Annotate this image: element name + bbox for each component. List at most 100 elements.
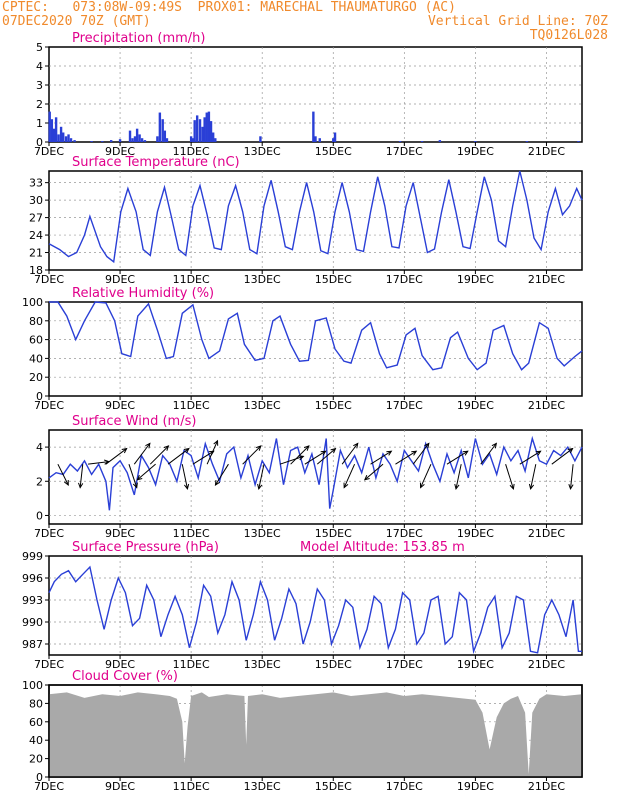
wind-wind-arrowhead — [320, 450, 327, 456]
precip-bar — [109, 140, 113, 142]
wind-wind-arrowhead — [535, 450, 542, 456]
precip-bar — [67, 134, 70, 142]
wind-wind-vector — [519, 450, 541, 465]
precip-bar — [314, 136, 317, 142]
wind-wind-vector — [88, 461, 109, 465]
pressure-ytick-label: 993 — [22, 594, 43, 607]
precip-bar — [131, 138, 134, 142]
precip-bar — [128, 130, 132, 142]
precip-bar — [191, 138, 195, 142]
wind-wind-vector — [167, 448, 190, 465]
temperature-xtick-label: 15DEC — [315, 273, 352, 286]
wind-wind-vector — [105, 448, 127, 465]
precip-bar — [64, 136, 68, 142]
wind-frame — [48, 429, 583, 525]
temperature-xtick-label: 9DEC — [105, 273, 135, 286]
wind-wind-vector — [570, 464, 574, 489]
wind-wind-vector — [364, 463, 384, 481]
wind-wind-vector — [215, 463, 229, 486]
cloud-frame-top — [48, 684, 583, 778]
precip-bar — [90, 141, 93, 142]
temperature-title: Surface Temperature (nC) — [72, 155, 240, 170]
wind-wind-arrowhead — [568, 484, 574, 491]
humidity-ytick-label: 40 — [29, 352, 43, 365]
cloud-ytick-label: 100 — [22, 679, 43, 692]
precip-bar — [398, 141, 402, 142]
wind-wind-arrowhead — [509, 483, 515, 490]
wind-wind-vector — [446, 450, 469, 465]
temperature-xtick-label: 17DEC — [386, 273, 423, 286]
wind-wind-arrowhead — [183, 483, 190, 491]
precip-bar — [133, 136, 137, 142]
precip-bar — [138, 134, 141, 142]
temperature-xtick-label: 19DEC — [457, 273, 494, 286]
wind-wind-arrowhead — [121, 447, 128, 454]
cloud-ytick-label: 40 — [29, 734, 43, 747]
humidity-xtick-label: 13DEC — [244, 399, 281, 412]
pressure-xtick-label: 13DEC — [244, 658, 281, 671]
precip-bar — [203, 117, 206, 142]
pressure-frame — [48, 555, 583, 656]
wind-wind-vector — [137, 463, 156, 481]
precip-bar — [62, 132, 65, 142]
wind-wind-vector — [341, 443, 359, 465]
precip-ytick-label: 2 — [36, 98, 43, 111]
humidity-xtick-label: 11DEC — [173, 399, 210, 412]
temperature-frame — [48, 170, 583, 271]
wind-wind-arrowhead — [462, 450, 469, 456]
cloud-panel: 0 20 40 60 80 100 7DEC 9DEC 11DEC 13DEC 15DEC 17DEC… — [22, 669, 583, 793]
precip-bar — [205, 112, 208, 142]
wind-wind-vector — [455, 464, 462, 489]
wind-wind-vector — [149, 445, 169, 465]
wind-xtick-label: 21DEC — [528, 527, 565, 540]
precip-bar — [161, 119, 164, 142]
precip-bar — [207, 111, 211, 142]
humidity-xtick-label: 21DEC — [528, 399, 565, 412]
wind-wind-vector — [128, 464, 138, 488]
wind-wind-arrowhead — [424, 442, 430, 449]
temperature-panel: 18 21 24 27 30 33 7DEC 9DEC 11DEC 13DEC 15DEC 17DEC… — [29, 155, 583, 286]
humidity-ytick-label: 80 — [29, 315, 43, 328]
precip-bar — [312, 111, 315, 142]
wind-wind-vector — [258, 464, 265, 489]
wind-wind-arrowhead — [78, 482, 84, 489]
precip-title: Precipitation (mm/h) — [72, 31, 205, 46]
precip-ytick-label: 5 — [36, 41, 43, 54]
wind-wind-vector — [551, 448, 573, 465]
wind-wind-vector — [181, 464, 188, 489]
precip-bar — [318, 138, 321, 142]
precip-bar — [118, 139, 122, 142]
header-date: 07DEC2020 70Z (GMT) — [2, 14, 151, 29]
pressure-ytick-label: 990 — [22, 616, 43, 629]
temperature-ytick-label: 24 — [29, 229, 43, 242]
pressure-xtick-label: 19DEC — [457, 658, 494, 671]
cloud-xtick-label: 17DEC — [386, 780, 423, 793]
wind-wind-vector — [79, 464, 84, 488]
precip-panel: 0 1 2 3 4 5 7DEC 9DEC 11DEC 13DEC 15DEC 17DEC 19DEC 2… — [34, 31, 583, 158]
wind-wind-vector — [420, 463, 432, 488]
precip-bar — [209, 121, 213, 142]
wind-wind-arrowhead — [213, 439, 219, 446]
precip-xtick-label: 11DEC — [173, 145, 210, 158]
pressure-title: Surface Pressure (hPa) — [72, 540, 219, 555]
cloud-ytick-label: 20 — [29, 753, 43, 766]
precip-xtick-label: 13DEC — [244, 145, 281, 158]
wind-wind-arrowhead — [353, 442, 359, 449]
humidity-ytick-label: 20 — [29, 371, 43, 384]
precip-bar — [189, 136, 193, 142]
header-model-id: TQ0126L028 — [529, 28, 608, 43]
precip-bar — [57, 134, 60, 142]
precip-ytick-label: 0 — [36, 136, 43, 149]
precip-bar — [50, 119, 54, 142]
wind-wind-vector — [343, 463, 356, 488]
pressure-xtick-label: 15DEC — [315, 658, 352, 671]
humidity-xtick-label: 7DEC — [34, 399, 64, 412]
pressure-ytick-label: 996 — [22, 572, 43, 585]
precip-bar — [48, 111, 51, 142]
precip-bar — [73, 140, 76, 142]
humidity-xtick-label: 19DEC — [457, 399, 494, 412]
wind-xtick-label: 11DEC — [173, 527, 210, 540]
wind-wind-vector — [279, 455, 304, 465]
precip-bar — [525, 141, 529, 142]
